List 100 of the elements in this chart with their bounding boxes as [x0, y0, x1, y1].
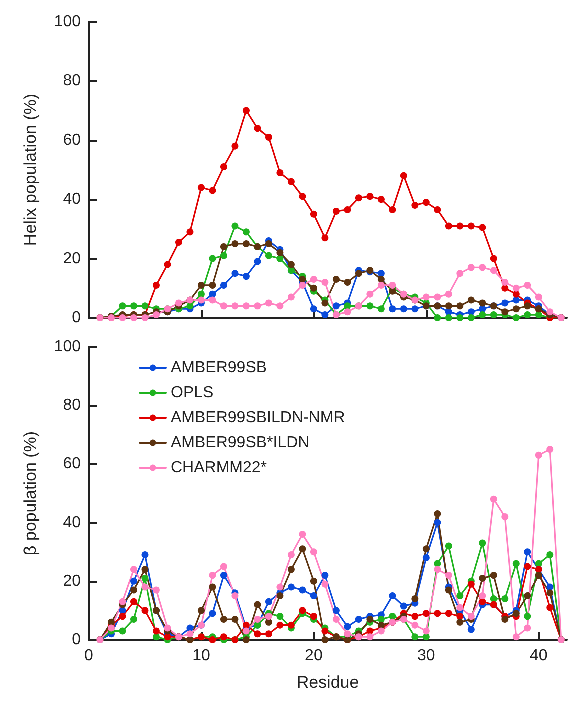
- point: [412, 622, 419, 629]
- point: [142, 566, 149, 574]
- point: [445, 222, 452, 230]
- point: [209, 187, 216, 194]
- point: [265, 252, 272, 260]
- point: [322, 312, 329, 319]
- point: [479, 264, 486, 272]
- point: [445, 542, 452, 550]
- point: [310, 306, 318, 313]
- point: [254, 601, 262, 608]
- point: [242, 636, 250, 644]
- point: [119, 613, 126, 620]
- point: [456, 613, 464, 620]
- legend-label: OPLS: [171, 384, 214, 402]
- y-axis-title: β population (%): [21, 431, 40, 556]
- point: [468, 264, 475, 272]
- point: [445, 586, 452, 594]
- point: [242, 240, 250, 248]
- point: [209, 290, 216, 298]
- point: [299, 586, 306, 594]
- point: [254, 302, 262, 310]
- point: [242, 302, 250, 310]
- point: [130, 586, 138, 594]
- point: [242, 107, 250, 114]
- legend-label: CHARMM22*: [171, 460, 268, 476]
- point: [242, 622, 250, 629]
- point: [265, 300, 272, 307]
- point: [164, 624, 172, 632]
- point: [142, 314, 149, 322]
- point: [288, 584, 295, 591]
- point: [468, 613, 475, 620]
- point: [535, 560, 542, 568]
- point: [546, 552, 554, 559]
- point: [310, 284, 318, 292]
- point: [130, 578, 138, 585]
- y-tick-label: 60: [63, 132, 82, 149]
- point: [220, 572, 228, 580]
- x-axis-title: Residue: [296, 673, 360, 692]
- point: [456, 314, 464, 322]
- point: [456, 592, 464, 600]
- point: [456, 222, 464, 230]
- point: [152, 628, 160, 635]
- point: [220, 302, 228, 310]
- point: [332, 276, 340, 284]
- point: [142, 607, 149, 614]
- point: [524, 312, 532, 319]
- point: [502, 595, 509, 602]
- point: [434, 314, 442, 322]
- y-tick-label: 0: [72, 632, 82, 648]
- point: [479, 540, 486, 547]
- point: [310, 548, 318, 556]
- point: [412, 202, 419, 210]
- point: [535, 452, 542, 459]
- point: [108, 624, 115, 632]
- point: [209, 572, 216, 580]
- point: [502, 278, 509, 286]
- point: [389, 288, 396, 295]
- point: [412, 595, 419, 602]
- point: [524, 624, 532, 632]
- point: [502, 284, 509, 292]
- point: [422, 554, 430, 562]
- point: [400, 306, 408, 313]
- point: [422, 628, 430, 635]
- y-tick-label: 20: [63, 572, 82, 590]
- point: [512, 610, 520, 618]
- point: [265, 240, 272, 248]
- point: [434, 560, 442, 568]
- point: [220, 282, 228, 289]
- point: [332, 616, 340, 623]
- point: [355, 616, 362, 623]
- point: [524, 282, 532, 289]
- point: [422, 294, 430, 301]
- point: [502, 300, 509, 307]
- legend-label: AMBER99SB: [171, 360, 268, 376]
- point: [198, 290, 205, 298]
- point: [152, 312, 160, 319]
- point: [502, 513, 509, 520]
- point: [332, 208, 340, 215]
- point: [546, 604, 554, 612]
- point: [524, 548, 532, 556]
- point: [152, 634, 160, 641]
- point: [265, 598, 272, 606]
- point: [366, 628, 374, 635]
- point: [512, 314, 520, 322]
- point: [254, 258, 262, 266]
- point: [422, 634, 430, 641]
- point: [232, 616, 239, 623]
- point: [232, 142, 239, 150]
- point: [322, 628, 329, 635]
- point: [310, 276, 318, 284]
- point: [344, 308, 352, 316]
- point: [378, 196, 385, 204]
- point: [422, 610, 430, 618]
- y-tick-label: 40: [63, 191, 82, 208]
- point: [209, 636, 216, 644]
- point: [524, 592, 532, 600]
- point: [490, 496, 498, 503]
- point: [512, 284, 520, 292]
- legend-label: AMBER99SBILDN-NMR: [171, 410, 346, 426]
- point: [220, 164, 228, 171]
